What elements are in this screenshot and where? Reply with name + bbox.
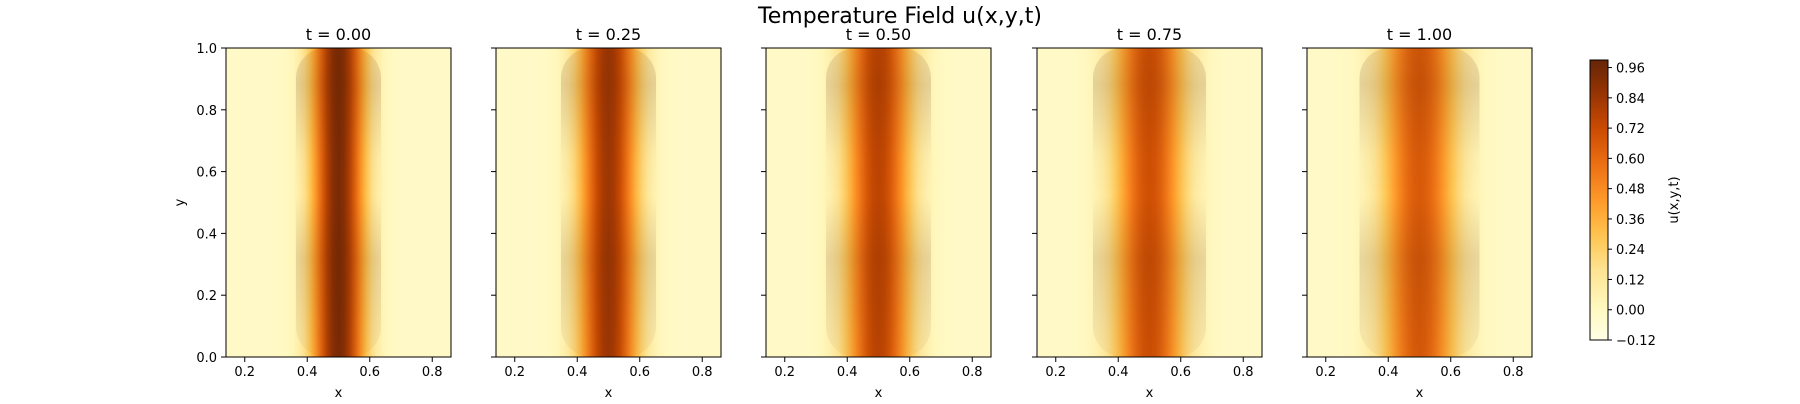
colorbar-label: u(x,y,t) xyxy=(1667,176,1682,223)
x-axis-label: x xyxy=(605,386,613,400)
panels: t = 0.00 0.2 0.4 0.6 0.8 x 0.0 0.2 0.4 0.6 0.8 1.0 y… xyxy=(173,25,1533,401)
panel: t = 1.00 0.2 0.4 0.6 0.8 x xyxy=(1302,25,1533,401)
x-tick-label: 0.4 xyxy=(1378,365,1399,380)
x-tick-label: 0.6 xyxy=(899,365,920,380)
y-tick-label: 0.2 xyxy=(196,289,217,304)
heatmap-modulation xyxy=(1359,48,1480,357)
y-tick-label: 0.4 xyxy=(196,227,217,242)
colorbar-tick-label: 0.84 xyxy=(1616,92,1645,107)
x-axis-label: x xyxy=(1146,386,1154,400)
colorbar-tick-label: 0.60 xyxy=(1616,152,1645,167)
axes-frame xyxy=(765,47,992,358)
colorbar-tick-label: 0.72 xyxy=(1616,122,1645,137)
heatmap-modulation xyxy=(561,48,656,357)
y-axis-label: y xyxy=(173,198,188,206)
y-tick-label: 0.0 xyxy=(196,351,217,366)
panel-title: t = 0.75 xyxy=(1117,25,1182,44)
x-tick-label: 0.4 xyxy=(567,365,588,380)
colorbar-tick-label: 0.36 xyxy=(1616,213,1645,228)
y-tick-label: 0.6 xyxy=(196,166,217,181)
colorbar-tick-label: 0.12 xyxy=(1616,273,1645,288)
colorbar-tick-label: 0.00 xyxy=(1616,304,1645,319)
panel: t = 0.00 0.2 0.4 0.6 0.8 x 0.0 0.2 0.4 0.6 0.8 1.0 y xyxy=(173,25,452,401)
y-tick-label: 1.0 xyxy=(196,42,217,57)
colorbar: 0.96 0.84 0.72 0.60 0.48 0.36 0.24 0.12 0.00 −0.1… xyxy=(1589,59,1682,349)
axes-frame xyxy=(1306,47,1533,358)
panel: t = 0.75 0.2 0.4 0.6 0.8 x xyxy=(1032,25,1263,401)
panel: t = 0.25 0.2 0.4 0.6 0.8 x xyxy=(491,25,722,401)
axes-frame xyxy=(1036,47,1263,358)
panel-title: t = 0.25 xyxy=(576,25,641,44)
panel-title: t = 1.00 xyxy=(1387,25,1452,44)
colorbar-tick-label: 0.24 xyxy=(1616,243,1645,258)
x-tick-label: 0.2 xyxy=(1315,365,1336,380)
x-tick-label: 0.8 xyxy=(422,365,443,380)
x-tick-label: 0.2 xyxy=(1045,365,1066,380)
colorbar-gradient xyxy=(1590,60,1608,340)
axes-frame xyxy=(495,47,722,358)
x-tick-label: 0.8 xyxy=(1503,365,1524,380)
panel-title: t = 0.50 xyxy=(846,25,911,44)
x-tick-label: 0.8 xyxy=(962,365,983,380)
x-tick-label: 0.2 xyxy=(234,365,255,380)
x-tick-label: 0.8 xyxy=(1233,365,1254,380)
x-tick-label: 0.2 xyxy=(774,365,795,380)
x-tick-label: 0.6 xyxy=(1170,365,1191,380)
colorbar-tick-label: 0.48 xyxy=(1616,183,1645,198)
x-tick-label: 0.4 xyxy=(297,365,318,380)
x-tick-label: 0.6 xyxy=(359,365,380,380)
panel-title: t = 0.00 xyxy=(306,25,371,44)
chart-title: Temperature Field u(x,y,t) xyxy=(757,4,1042,29)
x-tick-label: 0.8 xyxy=(692,365,713,380)
colorbar-frame xyxy=(1589,59,1609,341)
y-tick-label: 0.8 xyxy=(196,104,217,119)
x-tick-label: 0.4 xyxy=(1108,365,1129,380)
colorbar-tick-label: −0.12 xyxy=(1616,334,1656,349)
axes-frame xyxy=(225,47,452,358)
x-axis-label: x xyxy=(875,386,883,400)
heatmap-modulation xyxy=(1093,48,1206,357)
colorbar-tick-label: 0.96 xyxy=(1616,62,1645,77)
x-tick-label: 0.6 xyxy=(629,365,650,380)
x-tick-label: 0.4 xyxy=(837,365,858,380)
heatmap-modulation xyxy=(296,48,381,357)
heatmap-modulation xyxy=(826,48,931,357)
x-axis-label: x xyxy=(1416,386,1424,400)
x-axis-label: x xyxy=(335,386,343,400)
x-tick-label: 0.6 xyxy=(1440,365,1461,380)
panel: t = 0.50 0.2 0.4 0.6 0.8 x xyxy=(761,25,992,401)
x-tick-label: 0.2 xyxy=(504,365,525,380)
